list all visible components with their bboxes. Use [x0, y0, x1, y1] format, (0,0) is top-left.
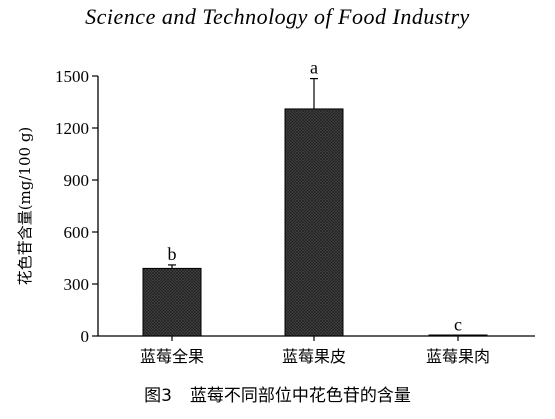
significance-label: c: [454, 314, 462, 334]
significance-label: b: [168, 244, 177, 264]
figure-title: 蓝莓不同部位中花色苷的含量: [189, 386, 411, 406]
journal-header: Science and Technology of Food Industry: [85, 4, 470, 29]
y-tick-label: 600: [64, 223, 90, 242]
y-tick-label: 1500: [55, 67, 89, 86]
y-axis-title: 花色苷含量(mg/100 g): [16, 127, 34, 286]
significance-label: a: [310, 58, 318, 78]
x-category-label: 蓝莓果肉: [426, 347, 490, 366]
y-tick-label: 1200: [55, 119, 89, 138]
bar: [142, 267, 202, 337]
y-tick-label: 300: [64, 275, 90, 294]
x-category-label: 蓝莓果皮: [282, 347, 346, 366]
bar: [428, 334, 488, 337]
bar: [284, 108, 344, 337]
x-category-label: 蓝莓全果: [140, 347, 204, 366]
y-tick-label: 900: [64, 171, 90, 190]
figure-number: 图3: [144, 386, 172, 406]
chart-labels: 0 300 600 900 1200 1500 花色苷含量(mg/100 g) b 蓝莓全果 a 蓝…: [16, 58, 490, 366]
chart-bars: [142, 77, 488, 337]
y-tick-label: 0: [81, 327, 90, 346]
figure-caption: 图3 蓝莓不同部位中花色苷的含量: [0, 381, 555, 406]
